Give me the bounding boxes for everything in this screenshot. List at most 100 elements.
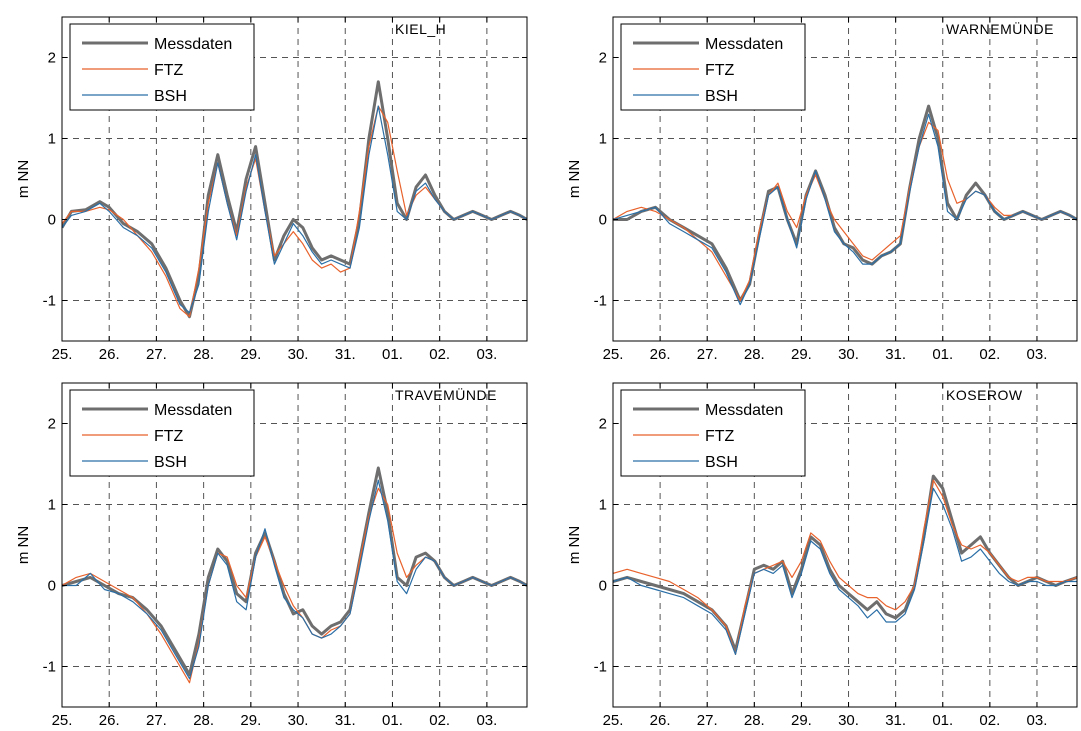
y-axis-label: m NN <box>15 160 32 198</box>
legend-label: FTZ <box>154 428 184 445</box>
y-tick-label: 0 <box>599 578 607 595</box>
station-title: WARNEMÜNDE <box>946 20 1054 37</box>
legend-box <box>69 23 255 111</box>
x-tick-label: 01. <box>932 712 953 729</box>
x-tick-label: 30. <box>838 712 859 729</box>
y-tick-label: 2 <box>48 416 56 433</box>
x-tick-label: 29. <box>791 346 812 363</box>
y-tick-label: 1 <box>48 131 56 148</box>
series-line-ftz <box>613 121 1077 302</box>
chart-panel: 25. 26. 27. 28. 29. 30. 31. 01. 02. 03. -1 0 1 2 m NN W… <box>566 16 1078 363</box>
station-title: KIEL_H <box>395 21 446 37</box>
chart-panel: 25. 26. 27. 28. 29. 30. 31. 01. 02. 03. -1 0 1 2 m NN K… <box>15 16 528 363</box>
axes-frame <box>61 382 528 708</box>
x-tick-label: 25. <box>603 712 624 729</box>
y-tick-label: 2 <box>599 50 607 67</box>
y-tick-label: 2 <box>599 416 607 433</box>
x-tick-label: 25. <box>52 346 73 363</box>
series-line-bsh <box>62 479 527 680</box>
series-line-ftz <box>613 479 1077 656</box>
series-group <box>613 104 1077 306</box>
y-axis-label: m NN <box>566 526 583 564</box>
x-tick-label: 25. <box>52 712 73 729</box>
x-tick-label: 29. <box>240 346 261 363</box>
x-tick-label: 03. <box>476 712 497 729</box>
series-group <box>62 466 527 684</box>
legend-label: BSH <box>705 88 738 105</box>
x-tick-label: 28. <box>744 346 765 363</box>
station-title: KOSEROW <box>946 387 1023 403</box>
x-tick-label: 30. <box>288 346 309 363</box>
y-tick-label: -1 <box>594 293 607 310</box>
x-tick-label: 31. <box>885 346 906 363</box>
axes-frame <box>61 16 528 342</box>
x-tick-label: 28. <box>744 712 765 729</box>
x-tick-label: 26. <box>650 346 671 363</box>
series-group <box>62 80 527 319</box>
x-tick-label: 29. <box>791 712 812 729</box>
axes-frame <box>612 16 1078 342</box>
x-tick-label: 30. <box>288 712 309 729</box>
legend-label: BSH <box>705 454 738 471</box>
legend-box <box>620 389 806 477</box>
legend-label: FTZ <box>705 428 735 445</box>
legend-label: BSH <box>154 454 187 471</box>
y-axis-label: m NN <box>566 160 583 198</box>
series-line-bsh <box>613 113 1077 306</box>
y-tick-label: 0 <box>48 578 56 595</box>
legend-box <box>69 389 255 477</box>
legend-label: Messdaten <box>154 36 232 53</box>
legend-label: FTZ <box>154 62 184 79</box>
x-tick-label: 02. <box>429 346 450 363</box>
x-tick-label: 02. <box>979 712 1000 729</box>
x-tick-label: 02. <box>429 712 450 729</box>
x-tick-label: 03. <box>476 346 497 363</box>
series-line-bsh <box>613 487 1077 656</box>
x-tick-label: 01. <box>932 346 953 363</box>
legend: Messdaten FTZ BSH <box>69 23 255 111</box>
legend-box <box>620 23 806 111</box>
legend: Messdaten FTZ BSH <box>69 389 255 477</box>
x-tick-label: 25. <box>603 346 624 363</box>
legend: Messdaten FTZ BSH <box>620 389 806 477</box>
x-tick-label: 30. <box>838 346 859 363</box>
legend: Messdaten FTZ BSH <box>620 23 806 111</box>
x-tick-label: 26. <box>99 712 120 729</box>
y-tick-label: -1 <box>594 659 607 676</box>
y-axis-label: m NN <box>15 526 32 564</box>
chart-panel: 25. 26. 27. 28. 29. 30. 31. 01. 02. 03. -1 0 1 2 m NN T… <box>15 382 528 729</box>
x-tick-label: 31. <box>335 712 356 729</box>
y-tick-label: 2 <box>48 50 56 67</box>
x-tick-label: 27. <box>697 346 718 363</box>
x-tick-label: 28. <box>193 346 214 363</box>
x-tick-label: 28. <box>193 712 214 729</box>
legend-label: Messdaten <box>705 402 783 419</box>
chart-panel: 25. 26. 27. 28. 29. 30. 31. 01. 02. 03. -1 0 1 2 m NN K… <box>566 382 1078 729</box>
x-tick-label: 26. <box>99 346 120 363</box>
legend-label: FTZ <box>705 62 735 79</box>
x-tick-label: 03. <box>1027 712 1048 729</box>
y-tick-label: 1 <box>48 497 56 514</box>
y-tick-label: 0 <box>599 212 607 229</box>
legend-label: BSH <box>154 88 187 105</box>
x-tick-label: 27. <box>697 712 718 729</box>
x-tick-label: 03. <box>1027 346 1048 363</box>
x-tick-label: 31. <box>335 346 356 363</box>
x-tick-label: 31. <box>885 712 906 729</box>
y-tick-label: -1 <box>43 659 56 676</box>
y-tick-label: 1 <box>599 131 607 148</box>
station-title: TRAVEMÜNDE <box>395 386 497 403</box>
x-tick-label: 26. <box>650 712 671 729</box>
y-tick-label: -1 <box>43 293 56 310</box>
axes-frame <box>612 382 1078 708</box>
x-tick-label: 01. <box>382 346 403 363</box>
x-tick-label: 27. <box>146 712 167 729</box>
x-tick-label: 29. <box>240 712 261 729</box>
legend-label: Messdaten <box>705 36 783 53</box>
x-tick-label: 02. <box>979 346 1000 363</box>
y-tick-label: 1 <box>599 497 607 514</box>
series-line-bsh <box>62 105 527 314</box>
x-tick-label: 01. <box>382 712 403 729</box>
legend-label: Messdaten <box>154 402 232 419</box>
